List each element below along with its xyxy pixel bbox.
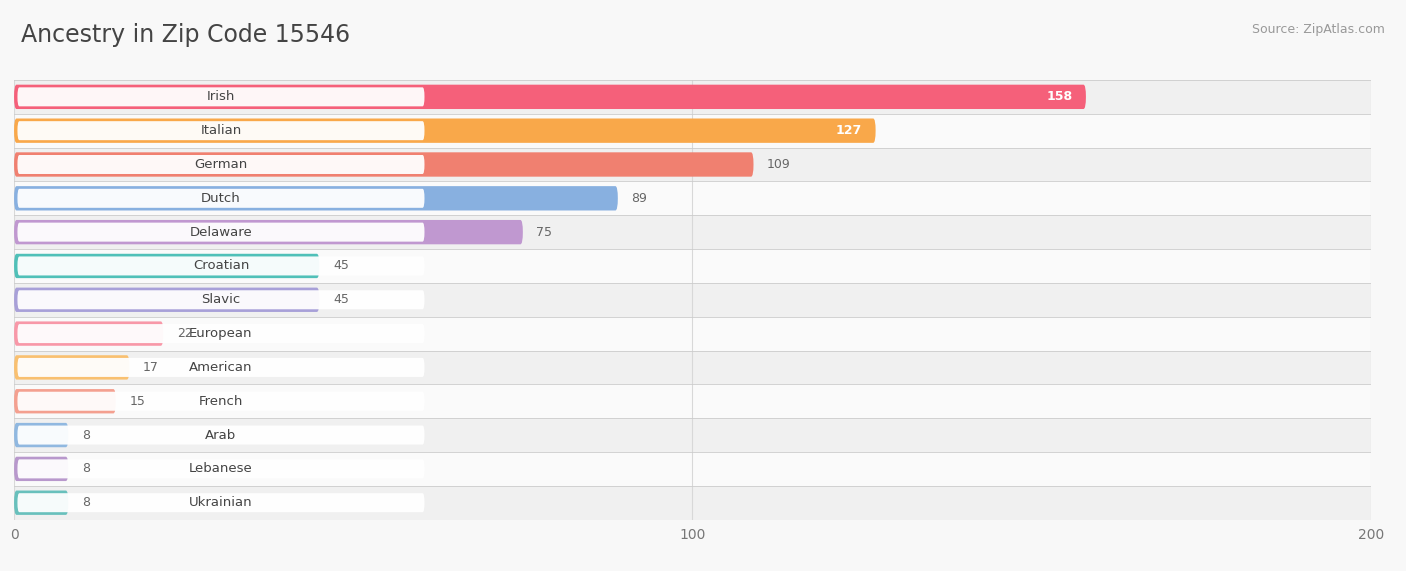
FancyBboxPatch shape (17, 189, 425, 208)
FancyBboxPatch shape (14, 452, 1371, 486)
FancyBboxPatch shape (14, 423, 69, 447)
FancyBboxPatch shape (14, 486, 1371, 520)
Text: Irish: Irish (207, 90, 235, 103)
FancyBboxPatch shape (17, 425, 425, 445)
FancyBboxPatch shape (14, 182, 1371, 215)
FancyBboxPatch shape (17, 460, 425, 478)
FancyBboxPatch shape (14, 321, 163, 346)
FancyBboxPatch shape (14, 351, 1371, 384)
FancyBboxPatch shape (14, 254, 319, 278)
Text: Croatian: Croatian (193, 259, 249, 272)
FancyBboxPatch shape (17, 392, 425, 411)
FancyBboxPatch shape (17, 324, 425, 343)
FancyBboxPatch shape (14, 152, 754, 176)
Text: Ancestry in Zip Code 15546: Ancestry in Zip Code 15546 (21, 23, 350, 47)
FancyBboxPatch shape (14, 186, 617, 211)
Text: Slavic: Slavic (201, 293, 240, 306)
Text: Delaware: Delaware (190, 226, 252, 239)
FancyBboxPatch shape (14, 215, 1371, 249)
Text: 75: 75 (537, 226, 553, 239)
Text: 8: 8 (82, 463, 90, 476)
FancyBboxPatch shape (14, 80, 1371, 114)
Text: European: European (190, 327, 253, 340)
FancyBboxPatch shape (14, 220, 523, 244)
Text: Ukrainian: Ukrainian (190, 496, 253, 509)
Text: 22: 22 (177, 327, 193, 340)
Text: American: American (190, 361, 253, 374)
FancyBboxPatch shape (14, 147, 1371, 182)
FancyBboxPatch shape (17, 493, 425, 512)
FancyBboxPatch shape (14, 490, 69, 515)
FancyBboxPatch shape (14, 288, 319, 312)
FancyBboxPatch shape (14, 317, 1371, 351)
FancyBboxPatch shape (14, 283, 1371, 317)
Text: 109: 109 (768, 158, 790, 171)
Text: 127: 127 (835, 124, 862, 137)
Text: 45: 45 (333, 259, 349, 272)
Text: 45: 45 (333, 293, 349, 306)
FancyBboxPatch shape (14, 249, 1371, 283)
FancyBboxPatch shape (17, 358, 425, 377)
FancyBboxPatch shape (14, 457, 69, 481)
Text: German: German (194, 158, 247, 171)
Text: 89: 89 (631, 192, 647, 205)
FancyBboxPatch shape (14, 85, 1085, 109)
FancyBboxPatch shape (17, 121, 425, 140)
FancyBboxPatch shape (17, 155, 425, 174)
Text: 8: 8 (82, 429, 90, 441)
Text: 15: 15 (129, 395, 145, 408)
Text: Italian: Italian (200, 124, 242, 137)
FancyBboxPatch shape (14, 114, 1371, 147)
Text: Arab: Arab (205, 429, 236, 441)
Text: Dutch: Dutch (201, 192, 240, 205)
FancyBboxPatch shape (17, 256, 425, 275)
FancyBboxPatch shape (14, 119, 876, 143)
FancyBboxPatch shape (14, 355, 129, 380)
FancyBboxPatch shape (14, 418, 1371, 452)
FancyBboxPatch shape (17, 87, 425, 106)
Text: Lebanese: Lebanese (188, 463, 253, 476)
FancyBboxPatch shape (14, 384, 1371, 418)
Text: Source: ZipAtlas.com: Source: ZipAtlas.com (1251, 23, 1385, 36)
FancyBboxPatch shape (14, 389, 115, 413)
Text: French: French (198, 395, 243, 408)
FancyBboxPatch shape (17, 223, 425, 242)
FancyBboxPatch shape (17, 290, 425, 309)
Text: 8: 8 (82, 496, 90, 509)
Text: 158: 158 (1046, 90, 1073, 103)
Text: 17: 17 (143, 361, 159, 374)
